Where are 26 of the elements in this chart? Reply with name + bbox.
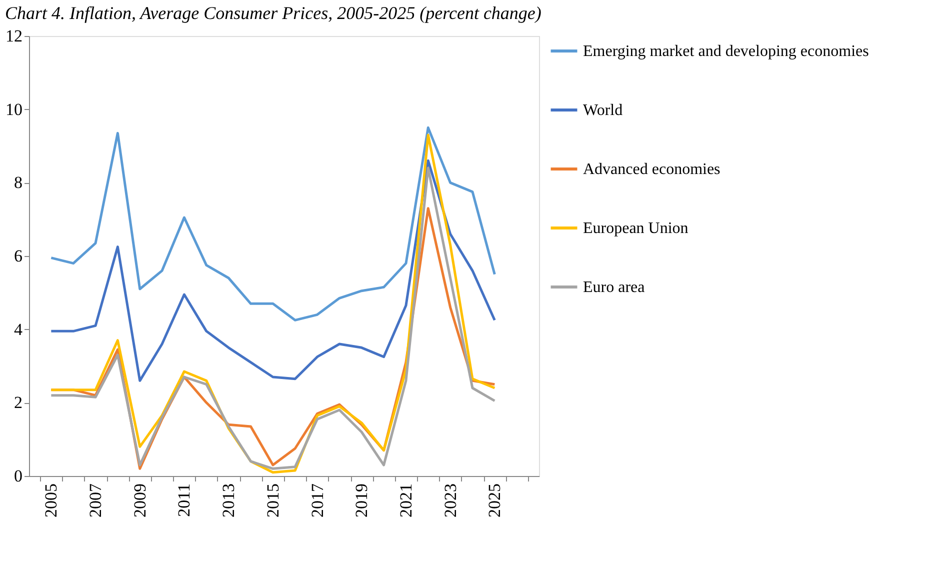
legend-label: Euro area (583, 279, 645, 296)
x-tick-label: 2011 (174, 484, 194, 517)
x-tick-label: 2021 (396, 484, 416, 518)
chart-title: Chart 4. Inflation, Average Consumer Prices, 2005-2025 (percent change) (5, 3, 542, 23)
legend-label: Emerging market and developing economies (583, 43, 869, 60)
x-tick-label: 2019 (352, 484, 372, 518)
x-tick-label: 2005 (42, 484, 61, 518)
y-tick-label: 6 (14, 246, 22, 266)
x-tick-label: 2009 (130, 484, 150, 518)
legend-label: Advanced economies (583, 161, 720, 178)
x-tick-label: 2025 (485, 484, 504, 518)
y-tick-label: 12 (6, 26, 22, 46)
x-tick-label: 2015 (263, 484, 282, 518)
x-tick-label: 2013 (219, 484, 238, 518)
x-tick-label: 2007 (86, 483, 106, 518)
y-tick-label: 4 (14, 320, 23, 339)
legend-label: European Union (583, 220, 688, 237)
y-tick-label: 10 (6, 100, 22, 119)
y-tick-label: 8 (14, 173, 22, 192)
x-tick-label: 2023 (440, 484, 460, 518)
legend-label: World (583, 102, 623, 119)
line-series (50, 159, 496, 382)
y-tick-label: 2 (14, 393, 22, 412)
y-tick-label: 0 (14, 466, 22, 486)
x-tick-label: 2017 (308, 483, 327, 518)
line-series (50, 126, 496, 322)
